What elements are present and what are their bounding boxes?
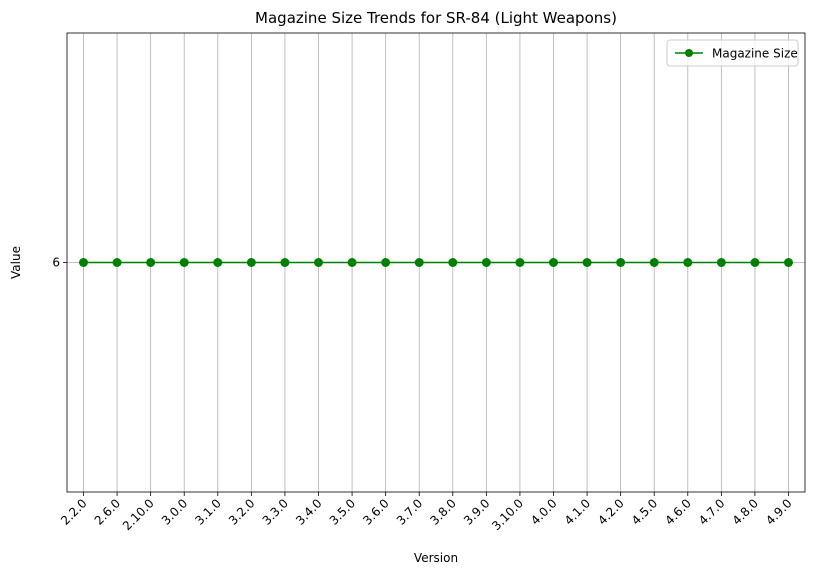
data-point [549,258,558,267]
data-point [213,258,223,267]
data-point [246,258,256,267]
x-axis-label: Version [414,551,458,565]
data-point [582,258,592,267]
data-point [683,258,693,267]
data-point [381,258,391,267]
data-point [649,258,659,267]
data-point [414,258,424,267]
legend: Magazine Size [666,39,799,67]
data-point [347,258,357,267]
data-point [112,258,122,267]
data-point [784,258,793,267]
series-layer [79,258,793,267]
data-point [179,258,189,267]
data-point [280,258,290,267]
legend-marker [685,49,693,57]
y-axis-label: Value [9,246,23,279]
data-point [515,258,525,267]
data-point [146,258,156,267]
data-point [716,258,726,267]
y-tick-label: 6 [52,256,60,270]
data-point [79,258,88,267]
data-point [314,258,323,267]
legend-entry-magazine-size: Magazine Size [712,47,798,61]
chart-title: Magazine Size Trends for SR-84 (Light We… [255,9,617,27]
data-point [481,258,491,267]
data-point [448,258,458,267]
data-point [750,258,760,267]
legend-box [666,39,799,67]
data-point [616,258,626,267]
